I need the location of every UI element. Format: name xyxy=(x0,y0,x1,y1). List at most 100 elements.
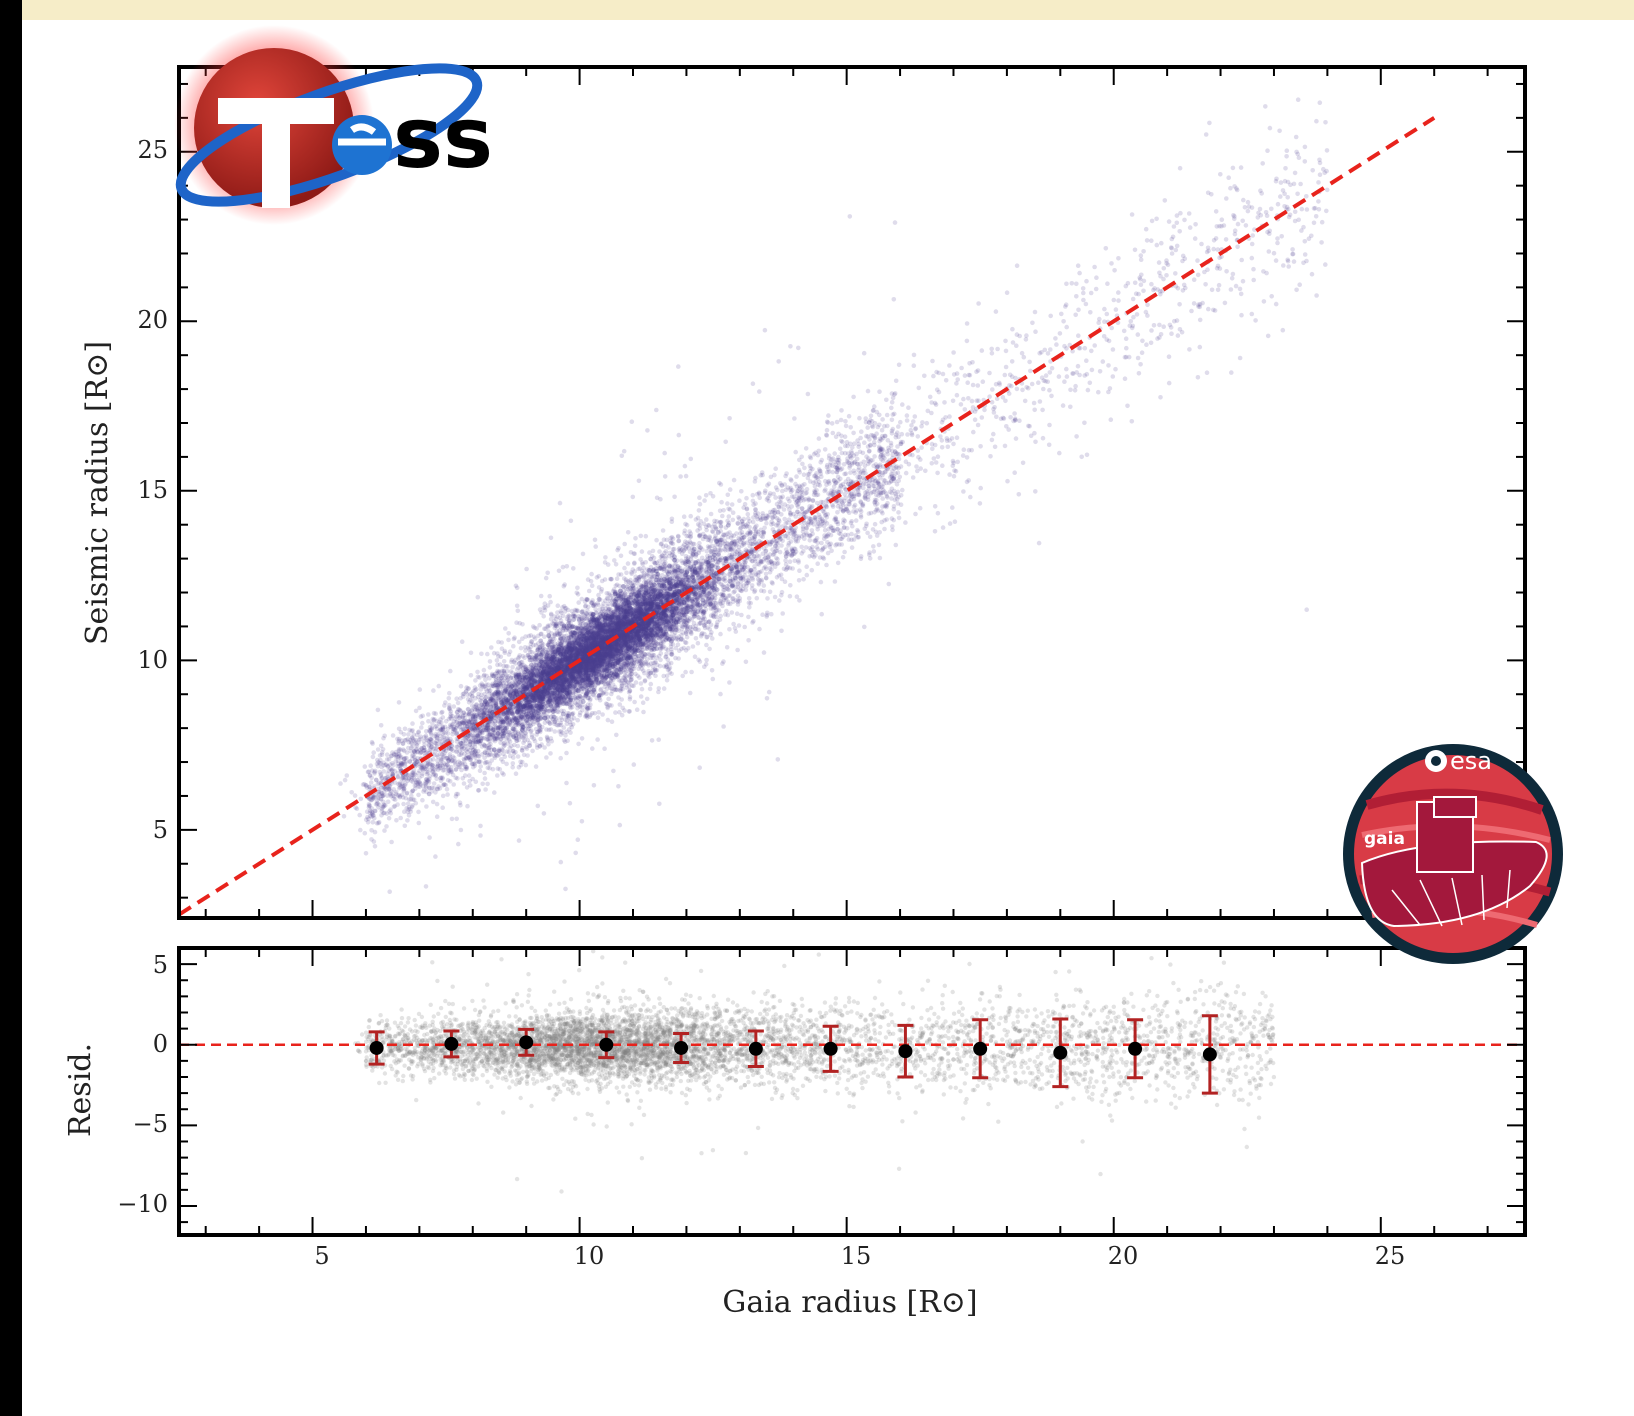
main-scatter-point xyxy=(640,627,645,632)
main-scatter-point xyxy=(753,556,758,562)
main-scatter-point xyxy=(1077,372,1082,378)
main-scatter-point xyxy=(1249,241,1255,247)
main-scatter-point xyxy=(423,884,429,889)
main-scatter-point xyxy=(1125,403,1130,409)
main-scatter-point xyxy=(467,778,472,784)
main-scatter-point xyxy=(493,698,499,703)
main-scatter-point xyxy=(1019,350,1025,356)
main-scatter-point xyxy=(578,621,584,626)
main-scatter-point xyxy=(437,765,442,771)
main-scatter-point xyxy=(537,695,543,701)
main-scatter-point xyxy=(764,696,770,701)
main-scatter-point xyxy=(950,505,955,510)
main-scatter-point xyxy=(426,791,432,797)
main-scatter-point xyxy=(607,592,613,598)
main-scatter-point xyxy=(1266,249,1272,254)
main-scatter-point xyxy=(580,551,586,557)
main-scatter-point xyxy=(1164,273,1169,278)
main-scatter-point xyxy=(1219,223,1224,229)
main-scatter-point xyxy=(1224,196,1229,201)
main-scatter-point xyxy=(1166,380,1172,386)
main-scatter-point xyxy=(648,556,653,562)
main-scatter-point xyxy=(369,811,375,817)
main-scatter-point xyxy=(634,659,640,664)
main-scatter-point xyxy=(462,773,468,778)
main-scatter-point xyxy=(570,629,576,635)
main-scatter-point xyxy=(632,543,638,549)
main-scatter-point xyxy=(545,660,551,665)
main-scatter-point xyxy=(673,597,678,603)
main-scatter-point xyxy=(684,609,689,615)
main-scatter-point xyxy=(431,781,437,786)
main-scatter-point xyxy=(371,794,377,800)
main-scatter-point xyxy=(708,491,713,496)
main-scatter-point xyxy=(604,663,610,668)
main-scatter-point xyxy=(585,640,591,645)
main-scatter-point xyxy=(367,784,372,789)
main-scatter-point xyxy=(473,779,479,785)
main-scatter-point xyxy=(614,643,619,648)
main-scatter-point xyxy=(857,474,862,480)
main-scatter-point xyxy=(987,394,992,400)
main-scatter-point xyxy=(552,618,557,624)
main-scatter-point xyxy=(968,494,973,500)
main-scatter-point xyxy=(570,676,575,681)
main-scatter-point xyxy=(683,521,688,527)
main-scatter-point xyxy=(863,481,868,487)
main-scatter-point xyxy=(718,631,723,637)
main-scatter-point xyxy=(614,732,619,738)
main-scatter-point xyxy=(838,528,843,533)
main-scatter-point xyxy=(1105,281,1110,287)
main-scatter-point xyxy=(579,736,585,741)
main-scatter-point xyxy=(537,691,543,697)
main-scatter-point xyxy=(835,560,841,566)
main-scatter-point xyxy=(596,622,602,627)
main-scatter-point xyxy=(703,559,709,564)
main-scatter-point xyxy=(1089,367,1095,373)
main-scatter-point xyxy=(862,624,867,630)
main-scatter-point xyxy=(790,488,795,493)
main-scatter-point xyxy=(718,691,723,697)
main-scatter-point xyxy=(872,510,877,515)
main-scatter-point xyxy=(906,461,912,467)
main-scatter-point xyxy=(654,655,660,660)
main-scatter-point xyxy=(1265,333,1271,339)
main-scatter-point xyxy=(515,608,521,614)
main-scatter-point xyxy=(513,715,519,721)
main-scatter-point xyxy=(750,550,755,555)
main-scatter-point xyxy=(440,793,446,799)
main-scatter-point xyxy=(516,838,522,843)
main-scatter-point xyxy=(1187,225,1193,230)
main-scatter-point xyxy=(501,690,507,696)
main-scatter-point xyxy=(971,429,976,435)
main-scatter-point xyxy=(1233,283,1239,289)
main-scatter-point xyxy=(613,591,618,596)
main-scatter-point xyxy=(521,674,526,679)
main-scatter-point xyxy=(725,492,731,498)
main-scatter-point xyxy=(1230,271,1236,277)
main-scatter-point xyxy=(389,839,394,845)
main-scatter-point xyxy=(846,413,852,419)
main-scatter-point xyxy=(991,410,997,415)
main-scatter-point xyxy=(495,773,500,778)
main-scatter-point xyxy=(576,648,581,654)
main-scatter-point xyxy=(618,621,623,627)
main-scatter-point xyxy=(551,691,556,697)
main-scatter-point xyxy=(358,796,364,802)
main-scatter-point xyxy=(761,583,767,588)
main-scatter-point xyxy=(697,605,703,610)
main-scatter-point xyxy=(637,645,643,650)
main-scatter-point xyxy=(515,754,521,759)
main-scatter-point xyxy=(475,727,480,733)
main-scatter-point xyxy=(872,483,877,489)
main-scatter-point xyxy=(915,468,920,474)
main-scatter-point xyxy=(877,448,883,453)
main-scatter-point xyxy=(529,728,534,733)
main-scatter-point xyxy=(559,640,564,646)
main-scatter-point xyxy=(537,667,542,672)
main-scatter-point xyxy=(430,799,436,805)
main-scatter-point xyxy=(609,646,615,651)
main-scatter-point xyxy=(1324,148,1330,153)
main-scatter-point xyxy=(626,621,631,626)
main-scatter-point xyxy=(1010,326,1015,332)
